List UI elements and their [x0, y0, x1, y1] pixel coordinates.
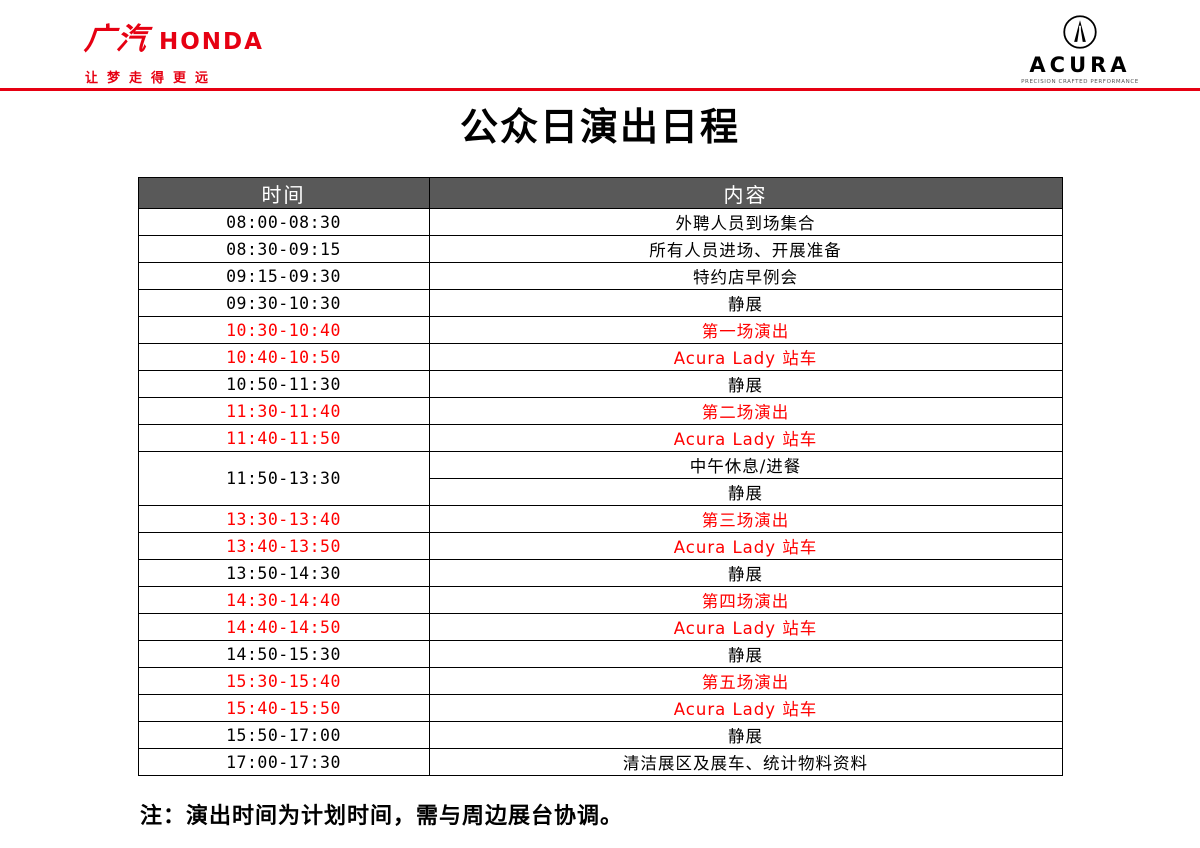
honda-tagline: 让梦走得更远 [85, 71, 218, 86]
table-row: 13:40-13:50 Acura Lady 站车 [137, 532, 1063, 560]
table-header-row: 时间 内容 [137, 177, 1063, 209]
red-divider [0, 88, 1200, 91]
content-cell: 静展 [428, 721, 1063, 749]
content-cell: Acura Lady 站车 [428, 424, 1063, 452]
acura-wordmark: ACURA [1029, 53, 1131, 77]
content-cell: 清洁展区及展车、统计物料资料 [428, 748, 1063, 776]
time-cell: 09:30-10:30 [137, 289, 430, 317]
time-cell: 08:00-08:30 [137, 208, 430, 236]
table-row: 13:50-14:30 静展 [137, 559, 1063, 587]
content-cell: 第一场演出 [428, 316, 1063, 344]
table-row: 09:15-09:30 特约店早例会 [137, 262, 1063, 290]
time-cell: 14:50-15:30 [137, 640, 430, 668]
content-cell: Acura Lady 站车 [428, 532, 1063, 560]
time-cell: 09:15-09:30 [137, 262, 430, 290]
time-cell: 13:40-13:50 [137, 532, 430, 560]
content-cell: 第三场演出 [428, 505, 1063, 533]
time-cell: 17:00-17:30 [137, 748, 430, 776]
time-cell: 10:40-10:50 [137, 343, 430, 371]
table-row: 13:30-13:40 第三场演出 [137, 505, 1063, 533]
content-cell: 第四场演出 [428, 586, 1063, 614]
table-row: 08:00-08:30 外聘人员到场集合 [137, 208, 1063, 236]
content-cell: 第五场演出 [428, 667, 1063, 695]
column-header-time: 时间 [137, 177, 430, 209]
content-cell: 静展 [428, 559, 1063, 587]
time-cell: 14:30-14:40 [137, 586, 430, 614]
honda-brand-en: HONDA [159, 29, 264, 55]
table-row: 10:30-10:40 第一场演出 [137, 316, 1063, 344]
table-row: 14:30-14:40 第四场演出 [137, 586, 1063, 614]
time-cell: 11:40-11:50 [137, 424, 430, 452]
time-cell: 15:30-15:40 [137, 667, 430, 695]
content-cell: 第二场演出 [428, 397, 1063, 425]
content-cell: 静展 [428, 640, 1063, 668]
time-cell: 10:30-10:40 [137, 316, 430, 344]
honda-brand-cn: 广汽 [82, 22, 151, 57]
content-cell: 中午休息/进餐 [428, 451, 1063, 479]
content-cell: Acura Lady 站车 [428, 613, 1063, 641]
honda-logo-row: 广汽 HONDA [82, 14, 264, 58]
table-row: 14:50-15:30 静展 [137, 640, 1063, 668]
content-cell: Acura Lady 站车 [428, 694, 1063, 722]
table-row: 11:50-13:30 中午休息/进餐 [137, 451, 1063, 506]
column-header-content: 内容 [428, 177, 1063, 209]
time-cell: 13:30-13:40 [137, 505, 430, 533]
table-row: 15:30-15:40 第五场演出 [137, 667, 1063, 695]
time-cell: 08:30-09:15 [137, 235, 430, 263]
content-cell: 静展 [428, 370, 1063, 398]
content-cell: 外聘人员到场集合 [428, 208, 1063, 236]
time-cell: 13:50-14:30 [137, 559, 430, 587]
table-row: 15:50-17:00 静展 [137, 721, 1063, 749]
honda-logo: 广汽 HONDA 让梦走得更远 [82, 14, 264, 86]
time-cell: 15:50-17:00 [137, 721, 430, 749]
footnote: 注：演出时间为计划时间，需与周边展台协调。 [140, 804, 624, 829]
table-row: 11:30-11:40 第二场演出 [137, 397, 1063, 425]
table-row: 14:40-14:50 Acura Lady 站车 [137, 613, 1063, 641]
table-row: 11:40-11:50 Acura Lady 站车 [137, 424, 1063, 452]
content-cell: 特约店早例会 [428, 262, 1063, 290]
schedule-table-body: 08:00-08:30 外聘人员到场集合 08:30-09:15 所有人员进场、开展准… [137, 208, 1063, 776]
content-cell: 所有人员进场、开展准备 [428, 235, 1063, 263]
table-row: 09:30-10:30 静展 [137, 289, 1063, 317]
content-cell: 静展 [428, 478, 1063, 506]
acura-caliper-icon [1063, 15, 1097, 49]
slide: 广汽 HONDA 让梦走得更远 ACURA PRECISION CRAFTED … [0, 0, 1200, 829]
time-cell: 10:50-11:30 [137, 370, 430, 398]
time-cell: 11:50-13:30 [137, 451, 430, 506]
content-cell: Acura Lady 站车 [428, 343, 1063, 371]
table-row: 10:40-10:50 Acura Lady 站车 [137, 343, 1063, 371]
content-cell: 静展 [428, 289, 1063, 317]
acura-tagline: PRECISION CRAFTED PERFORMANCE [1021, 79, 1139, 85]
time-cell: 14:40-14:50 [137, 613, 430, 641]
schedule-table: 时间 内容 08:00-08:30 外聘人员到场集合 08:30-09:15 所有人员… [137, 177, 1063, 776]
time-cell: 15:40-15:50 [137, 694, 430, 722]
acura-logo: ACURA PRECISION CRAFTED PERFORMANCE [1015, 14, 1145, 85]
table-row: 17:00-17:30 清洁展区及展车、统计物料资料 [137, 748, 1063, 776]
table-row: 15:40-15:50 Acura Lady 站车 [137, 694, 1063, 722]
table-row: 10:50-11:30 静展 [137, 370, 1063, 398]
table-row: 08:30-09:15 所有人员进场、开展准备 [137, 235, 1063, 263]
page-title: 公众日演出日程 [459, 105, 740, 149]
time-cell: 11:30-11:40 [137, 397, 430, 425]
header-bar: 广汽 HONDA 让梦走得更远 ACURA PRECISION CRAFTED … [0, 0, 1200, 88]
